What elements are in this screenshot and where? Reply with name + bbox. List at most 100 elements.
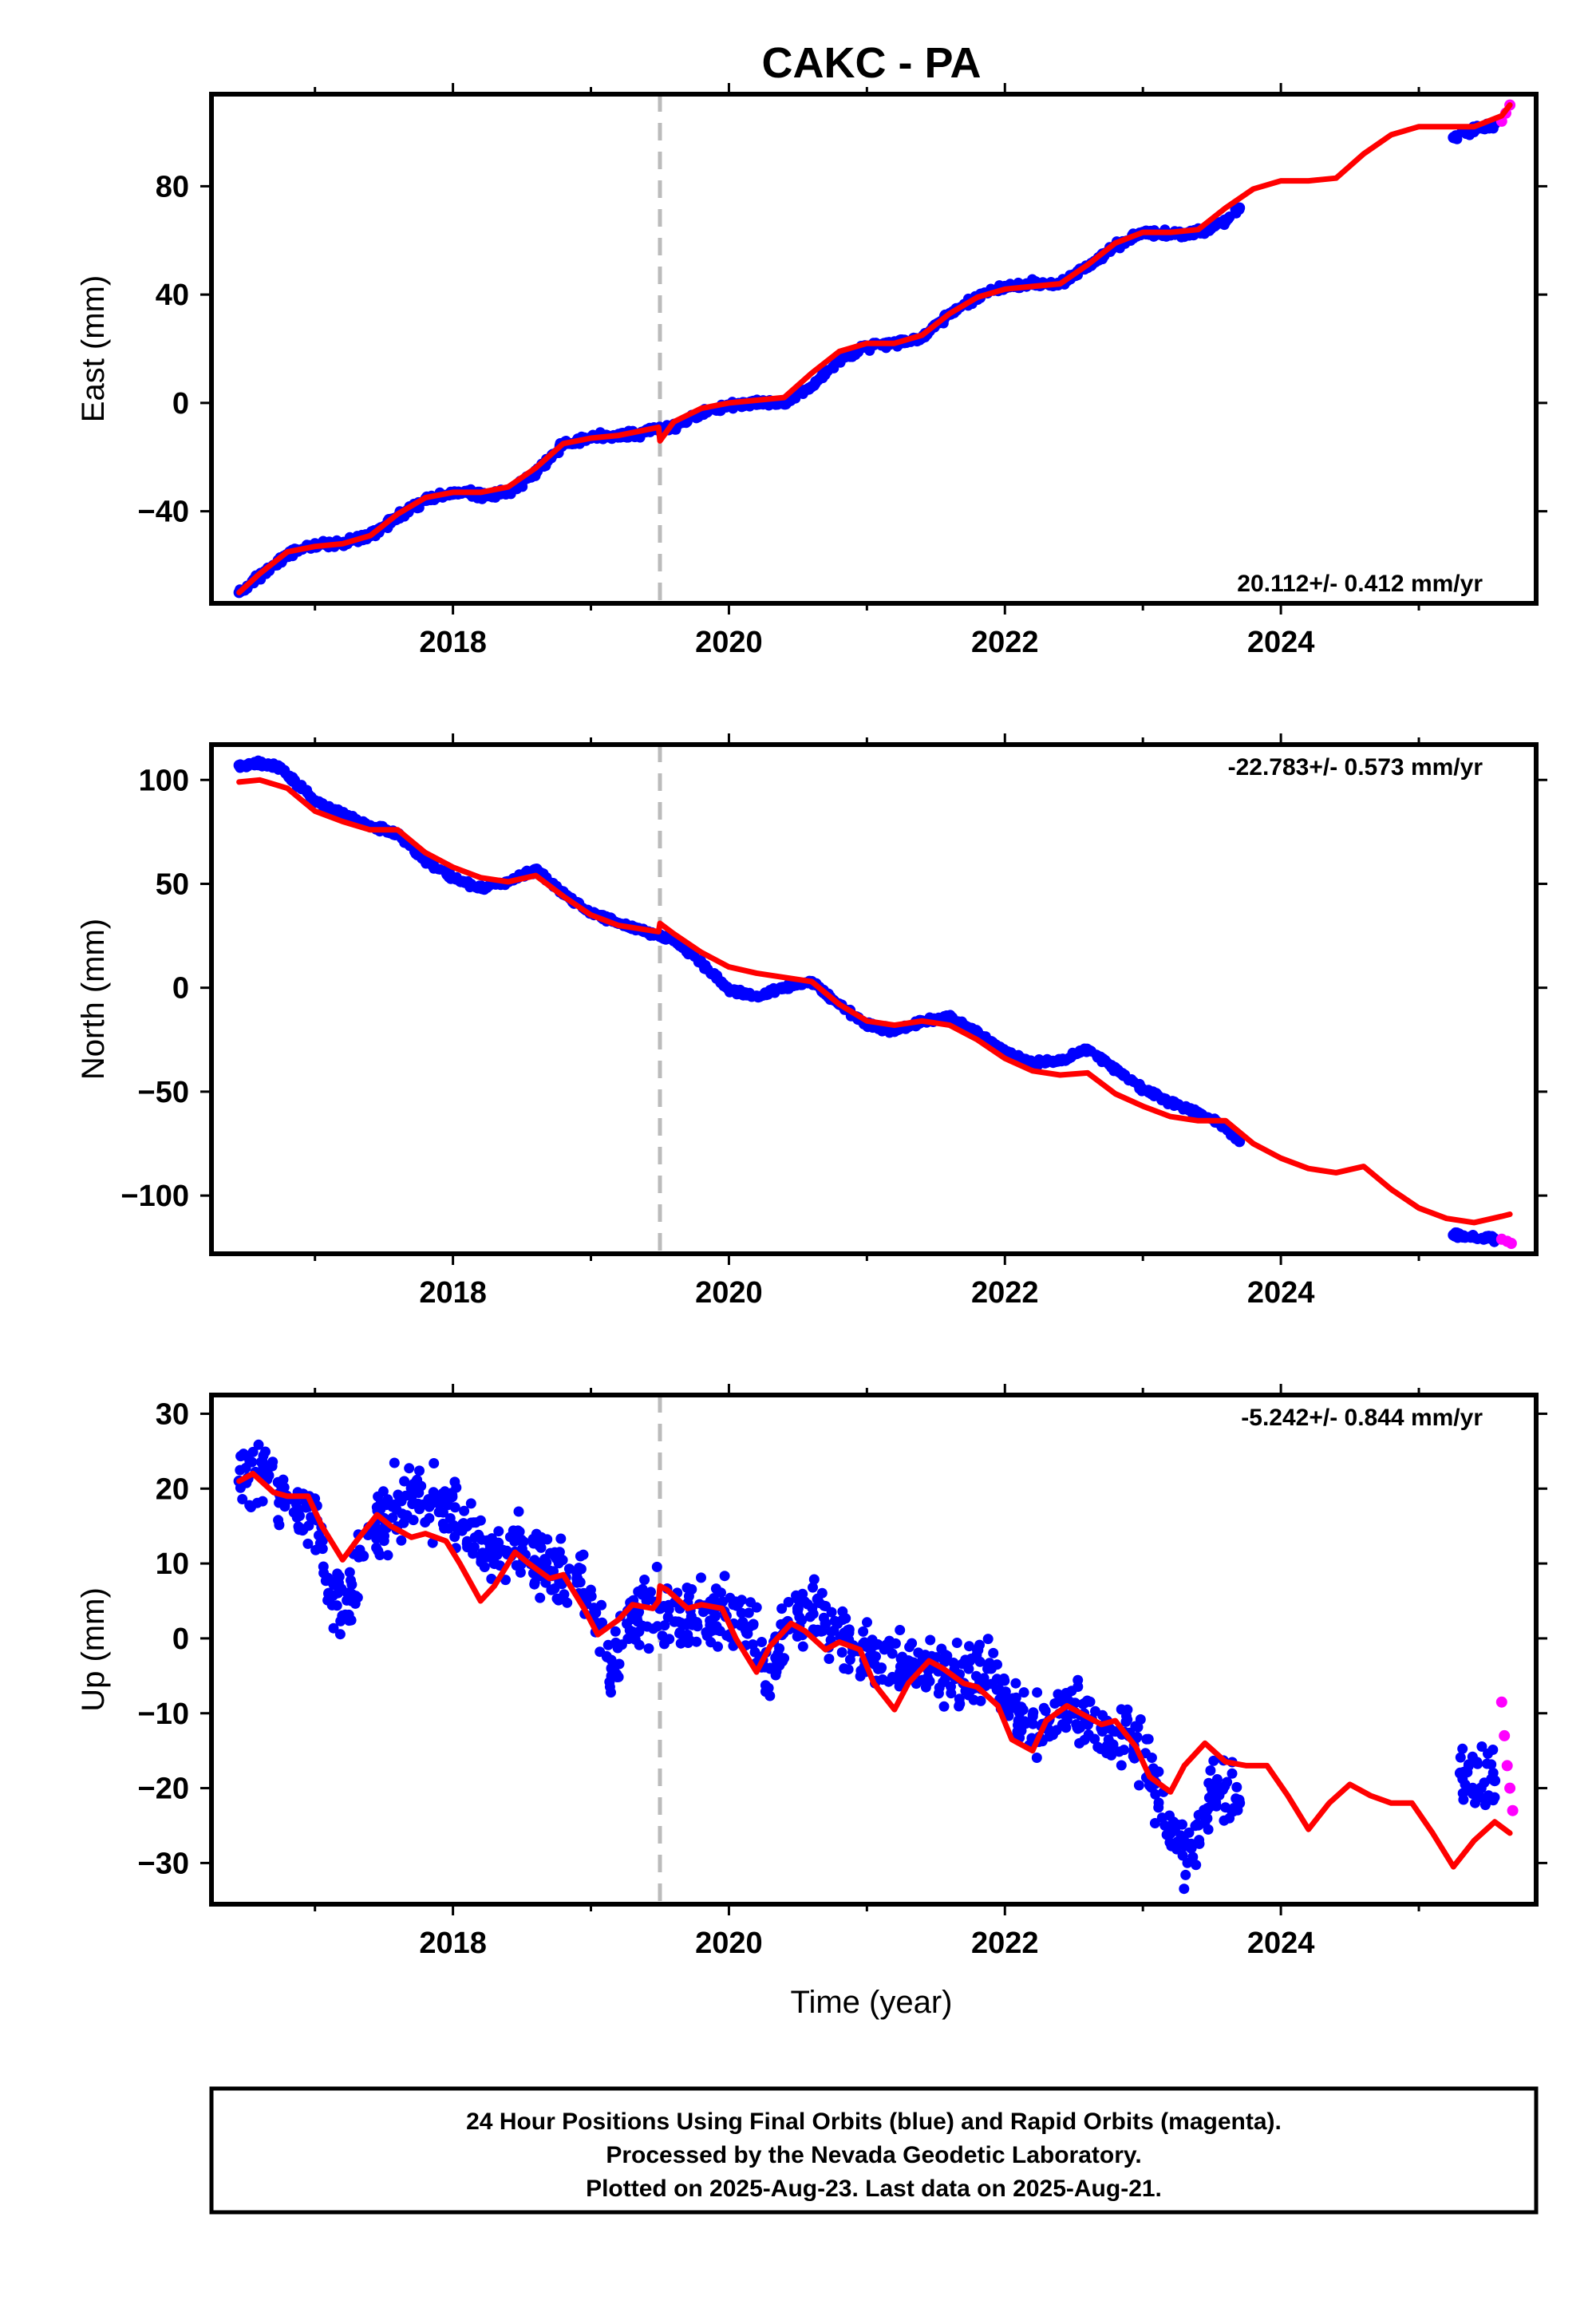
final-orbit-point	[414, 1504, 425, 1515]
final-orbit-point	[475, 1515, 486, 1526]
final-orbit-point	[337, 1610, 349, 1622]
final-orbit-point	[1101, 1057, 1112, 1068]
final-orbit-point	[1141, 1733, 1152, 1745]
final-orbit-point	[963, 1663, 974, 1674]
final-orbit-point	[757, 1637, 767, 1647]
final-orbit-point	[634, 1626, 645, 1637]
final-orbit-point	[1448, 1229, 1460, 1241]
final-orbit-point	[709, 1610, 721, 1622]
final-orbit-point	[764, 1690, 776, 1701]
final-orbit-point	[1007, 1693, 1018, 1704]
final-orbit-point	[1032, 1687, 1043, 1698]
y-tick-label: −30	[138, 1847, 189, 1880]
final-orbit-point	[1483, 1748, 1493, 1759]
final-orbit-point	[610, 1626, 621, 1637]
final-orbit-point	[737, 1618, 749, 1630]
final-orbit-point	[651, 1561, 662, 1572]
final-orbit-point	[1201, 226, 1212, 237]
final-orbit-point	[237, 1494, 248, 1504]
final-orbit-point	[751, 990, 762, 1002]
final-orbit-point	[1479, 1232, 1491, 1243]
final-orbit-point	[783, 1597, 794, 1607]
plot-area	[211, 745, 1536, 1254]
final-orbit-point	[1074, 1737, 1085, 1749]
final-orbit-point	[382, 1550, 393, 1561]
final-orbit-point	[393, 1496, 405, 1507]
final-orbit-point	[1097, 1709, 1108, 1721]
final-orbit-point	[427, 1537, 438, 1548]
final-orbit-point	[696, 1572, 706, 1583]
final-orbit-point	[516, 1535, 528, 1547]
final-orbit-point	[737, 987, 748, 998]
final-orbit-point	[344, 1567, 355, 1578]
final-orbit-point	[1463, 1759, 1474, 1770]
final-orbit-point	[1211, 1774, 1223, 1784]
plot-frame	[209, 92, 1539, 606]
final-orbit-point	[888, 1026, 900, 1037]
final-orbit-point	[1234, 1797, 1246, 1809]
final-orbit-point	[1017, 1704, 1029, 1715]
final-orbit-point	[244, 1456, 255, 1467]
footer-line-3: Plotted on 2025-Aug-23. Last data on 202…	[586, 2176, 1162, 2202]
model-fit-line	[236, 1471, 1513, 1870]
final-orbit-point	[1219, 1815, 1230, 1826]
final-orbit-point	[1164, 1096, 1176, 1108]
final-orbit-point	[1489, 1775, 1501, 1787]
final-orbit-point	[862, 1617, 872, 1628]
plot-frame	[209, 1393, 1539, 1907]
final-orbit-point	[681, 1618, 693, 1630]
final-orbit-point	[606, 1662, 618, 1674]
final-orbit-point	[275, 1479, 286, 1490]
final-orbit-point	[1089, 1733, 1100, 1745]
y-tick-label: 40	[156, 279, 189, 312]
final-orbit-point	[318, 1567, 330, 1579]
final-orbit-point	[1479, 124, 1491, 135]
final-orbit-point	[1026, 1057, 1038, 1069]
y-tick-label: 0	[172, 387, 189, 421]
final-orbit-point	[630, 1634, 641, 1645]
final-orbit-point	[342, 1595, 353, 1606]
final-orbit-point	[465, 1498, 476, 1509]
final-orbit-point	[1119, 1745, 1129, 1756]
final-orbit-point	[840, 1613, 851, 1624]
x-tick-label: 2024	[1247, 1927, 1315, 1960]
final-orbit-point	[986, 1662, 997, 1674]
y-tick-label: 80	[156, 170, 189, 204]
final-orbit-point	[820, 1618, 832, 1630]
final-orbit-point	[708, 1593, 719, 1604]
final-orbit-point	[951, 1638, 962, 1648]
final-orbit-point	[879, 1644, 890, 1655]
final-orbit-point	[946, 1681, 956, 1692]
final-orbit-point	[530, 864, 542, 875]
final-orbit-point	[1054, 1054, 1066, 1066]
final-orbit-point	[971, 1644, 982, 1655]
x-tick-label: 2018	[419, 626, 487, 659]
final-orbit-point	[460, 877, 471, 888]
final-orbit-point	[1472, 1758, 1483, 1769]
final-orbit-point	[449, 1476, 460, 1488]
final-orbit-point	[1018, 1687, 1029, 1698]
final-orbit-point	[1185, 1842, 1197, 1854]
rapid-orbit-points	[1495, 1233, 1517, 1249]
final-orbit-point	[776, 1603, 788, 1614]
y-axis-label: Up (mm)	[76, 1587, 111, 1712]
x-tick-label: 2022	[971, 1276, 1039, 1310]
final-orbit-point	[843, 1664, 854, 1675]
y-tick-label: −50	[138, 1076, 189, 1109]
final-orbit-point	[1178, 1104, 1189, 1115]
final-orbit-point	[437, 1507, 448, 1518]
final-orbit-point	[1191, 1860, 1202, 1871]
final-orbit-point	[444, 1513, 456, 1524]
rapid-orbit-point	[1501, 1760, 1513, 1772]
final-orbit-point	[378, 1535, 389, 1547]
final-orbit-point	[370, 1523, 381, 1534]
final-orbit-point	[875, 1662, 887, 1674]
final-orbit-point	[350, 1591, 361, 1602]
final-orbit-point	[1069, 1697, 1080, 1709]
final-orbit-point	[683, 1591, 694, 1602]
final-orbit-point	[1049, 1698, 1061, 1709]
final-orbit-point	[1027, 1709, 1038, 1721]
final-orbit-point	[389, 1457, 400, 1468]
final-orbit-point	[808, 1582, 818, 1593]
figure-title: CAKC - PA	[762, 39, 982, 87]
